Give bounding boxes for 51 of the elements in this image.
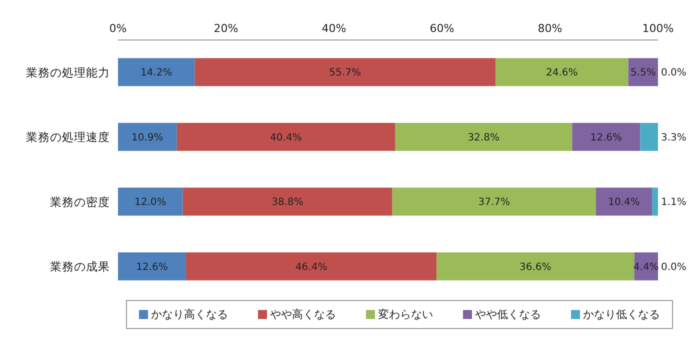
data-label: 37.7% [478, 197, 510, 208]
x-tick-label: 20% [214, 22, 238, 35]
bar [182, 188, 392, 216]
x-tick-label: 80% [538, 22, 562, 35]
data-label: 0.0% [661, 262, 686, 273]
data-label: 40.4% [270, 132, 302, 144]
data-label: 36.6% [520, 262, 552, 273]
bar [118, 122, 177, 151]
x-tick-label: 0% [109, 22, 127, 35]
data-label: 1.1% [661, 197, 686, 208]
data-label: 38.8% [272, 197, 304, 208]
bar [392, 188, 596, 216]
x-tick-label: 100% [642, 22, 674, 35]
legend-label: やや低くなる [474, 307, 541, 322]
bar [186, 252, 437, 280]
bar [176, 122, 396, 151]
legend-label: やや高くなる [269, 307, 336, 322]
bar [118, 252, 186, 280]
data-label: 12.0% [134, 197, 166, 208]
data-label: 10.4% [608, 197, 640, 208]
x-tick-label: 40% [322, 22, 346, 35]
data-label: 32.8% [468, 132, 500, 144]
bar [194, 58, 496, 86]
data-label: 3.3% [661, 132, 686, 144]
bar [652, 188, 658, 216]
bar [596, 188, 652, 216]
data-label: 55.7% [329, 68, 361, 79]
data-label: 12.6% [136, 262, 168, 273]
bar [395, 122, 572, 151]
data-label: 46.4% [295, 262, 328, 273]
x-tick-label: 60% [430, 22, 454, 35]
data-label: 24.6% [546, 68, 578, 79]
bar [640, 122, 658, 151]
data-label: 14.2% [140, 68, 172, 79]
y-tick-label: 業務の密度 [50, 194, 110, 209]
legend-label: かなり高くなる [150, 307, 228, 322]
y-tick-label: 業務の成果 [50, 260, 110, 274]
bar [118, 188, 183, 216]
data-label: 0.0% [661, 68, 686, 79]
bar [118, 58, 195, 86]
data-label: 5.5% [630, 68, 656, 79]
y-tick-label: 業務の処理速度 [26, 130, 110, 144]
y-tick-label: 業務の処理能力 [26, 65, 110, 80]
data-label: 10.9% [132, 132, 164, 144]
legend-label: 変わらない [377, 307, 433, 322]
bar [628, 58, 658, 86]
bar [572, 122, 640, 151]
data-label: 12.6% [590, 132, 622, 144]
bar [495, 58, 628, 86]
legend-label: かなり低くなる [582, 307, 660, 322]
bar [436, 252, 634, 280]
